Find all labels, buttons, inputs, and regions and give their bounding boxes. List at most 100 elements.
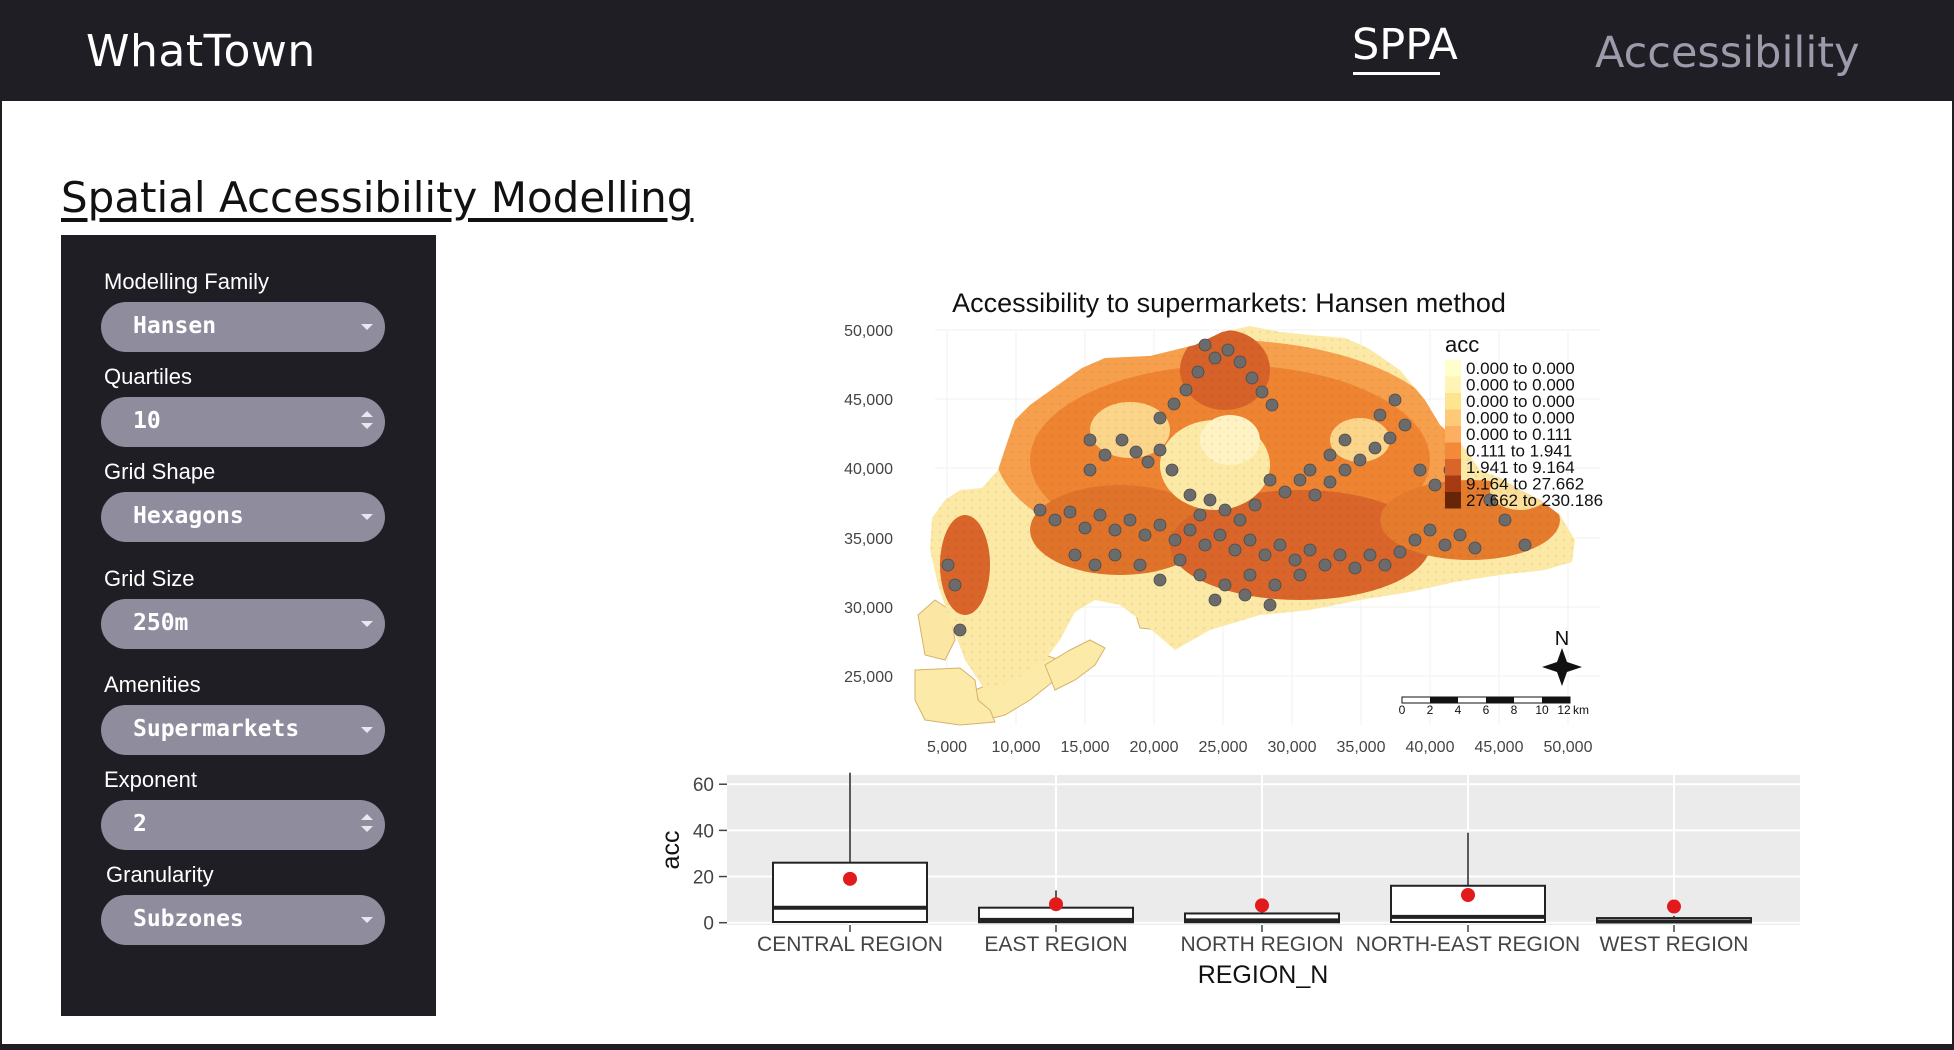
controls-sidebar: Modelling Family Hansen Quartiles 10 Gri… bbox=[61, 235, 436, 1016]
legend-label: 0.000 to 0.000 bbox=[1466, 359, 1575, 378]
grid-shape-select[interactable]: Hexagons bbox=[101, 492, 385, 542]
legend-label: 0.000 to 0.000 bbox=[1466, 392, 1575, 411]
chevron-down-icon bbox=[361, 514, 373, 520]
nav-tab-sppa[interactable]: SPPA bbox=[1352, 20, 1458, 70]
boxplot-xtick: NORTH-EAST REGION bbox=[1356, 933, 1580, 956]
legend-label: 9.164 to 27.662 bbox=[1466, 475, 1584, 494]
map-ytick: 40,000 bbox=[844, 461, 893, 478]
chevron-down-icon bbox=[361, 727, 373, 733]
legend-label: 0.111 to 1.941 bbox=[1466, 442, 1572, 461]
bottom-bar bbox=[0, 1044, 1954, 1050]
boxplot-mean-point bbox=[843, 871, 857, 886]
scale-label: 0 bbox=[1399, 703, 1406, 717]
map-xtick: 20,000 bbox=[1130, 739, 1179, 756]
boxplot-ytick: 0 bbox=[703, 914, 714, 935]
exponent-value: 2 bbox=[133, 811, 147, 837]
chevron-down-icon bbox=[361, 324, 373, 330]
page-title: Spatial Accessibility Modelling bbox=[61, 173, 694, 222]
granularity-select[interactable]: Subzones bbox=[101, 895, 385, 945]
boxplot-mean-point bbox=[1255, 898, 1269, 913]
legend-swatch bbox=[1445, 426, 1461, 443]
boxplot-xtick: CENTRAL REGION bbox=[757, 933, 943, 956]
grid-size-label: Grid Size bbox=[104, 566, 195, 591]
boxplot-ytick: 20 bbox=[693, 868, 714, 889]
quartiles-label: Quartiles bbox=[104, 364, 193, 389]
boxplot-ylabel: acc bbox=[657, 831, 685, 870]
boxplot-mean-point bbox=[1667, 899, 1681, 914]
quartiles-stepper[interactable]: 10 bbox=[101, 397, 385, 447]
legend-swatch bbox=[1445, 459, 1461, 476]
map-y-ticks: 50,000 45,000 40,000 35,000 30,000 25,00… bbox=[844, 323, 893, 686]
map-xtick: 30,000 bbox=[1268, 739, 1317, 756]
modelling-family-label: Modelling Family bbox=[104, 269, 270, 294]
legend-swatch bbox=[1445, 360, 1461, 377]
grid-size-value: 250m bbox=[133, 610, 189, 636]
map-xtick: 50,000 bbox=[1544, 739, 1593, 756]
legend-title: acc bbox=[1445, 332, 1479, 357]
boxplot-ytick: 40 bbox=[693, 821, 714, 842]
map-xtick: 35,000 bbox=[1337, 739, 1386, 756]
grid-shape-value: Hexagons bbox=[133, 503, 244, 529]
map-ytick: 35,000 bbox=[844, 531, 893, 548]
stepper-arrows-icon[interactable] bbox=[361, 411, 373, 433]
brand-logo-text[interactable]: WhatTown bbox=[86, 26, 316, 77]
north-label: N bbox=[1555, 628, 1569, 650]
boxplot-mean-point bbox=[1461, 888, 1475, 902]
map-ytick: 50,000 bbox=[844, 323, 893, 340]
amenities-value: Supermarkets bbox=[133, 716, 300, 742]
boxplot-boxes bbox=[772, 772, 1752, 924]
legend-label: 0.000 to 0.000 bbox=[1466, 376, 1575, 395]
boxplot-xlabel: REGION_N bbox=[1198, 961, 1329, 989]
boxplot-mean-point bbox=[1049, 897, 1063, 912]
boxplot-x-ticks: CENTRAL REGION EAST REGION NORTH REGION NOR… bbox=[757, 925, 1748, 956]
map-title: Accessibility to supermarkets: Hansen me… bbox=[952, 288, 1506, 318]
map-xtick: 40,000 bbox=[1406, 739, 1455, 756]
map-xtick: 25,000 bbox=[1199, 739, 1248, 756]
grid-size-select[interactable]: 250m bbox=[101, 599, 385, 649]
north-arrow-icon: N bbox=[1542, 628, 1582, 686]
amenities-label: Amenities bbox=[104, 672, 201, 697]
nav-tab-accessibility[interactable]: Accessibility bbox=[1595, 28, 1860, 78]
exponent-label: Exponent bbox=[104, 767, 197, 792]
boxplot-box bbox=[772, 861, 928, 924]
legend-label: 27.662 to 230.186 bbox=[1466, 491, 1603, 510]
boxplot-chart: 0 20 40 60 CENTRAL REGION EAST REGION NORTH R… bbox=[657, 772, 1800, 989]
modelling-family-value: Hansen bbox=[133, 313, 217, 339]
legend-swatch bbox=[1445, 475, 1461, 492]
scale-label: 12 bbox=[1557, 703, 1571, 717]
modelling-family-select[interactable]: Hansen bbox=[101, 302, 385, 352]
scale-label: 8 bbox=[1511, 703, 1518, 717]
grid-shape-label: Grid Shape bbox=[104, 459, 216, 484]
map-ytick: 30,000 bbox=[844, 600, 893, 617]
map-xtick: 10,000 bbox=[992, 739, 1041, 756]
scale-bar: 0 2 4 6 8 10 12 km bbox=[1399, 696, 1589, 717]
scale-unit: km bbox=[1573, 703, 1589, 717]
legend-swatch bbox=[1445, 409, 1461, 426]
exponent-stepper[interactable]: 2 bbox=[101, 800, 385, 850]
boxplot-xtick: EAST REGION bbox=[984, 933, 1127, 956]
scale-label: 6 bbox=[1483, 703, 1490, 717]
southern-islands bbox=[914, 599, 1176, 726]
boxplot-xtick: WEST REGION bbox=[1600, 933, 1749, 956]
map-x-ticks: 5,000 10,000 15,000 20,000 25,000 30,000… bbox=[927, 739, 1593, 756]
scale-label: 4 bbox=[1455, 703, 1462, 717]
boxplot-xtick: NORTH REGION bbox=[1181, 933, 1344, 956]
legend-swatch bbox=[1445, 492, 1461, 509]
legend-label: 1.941 to 9.164 bbox=[1466, 458, 1575, 477]
map-ytick: 25,000 bbox=[844, 669, 893, 686]
legend-swatch bbox=[1445, 393, 1461, 410]
map-ytick: 45,000 bbox=[844, 392, 893, 409]
granularity-label: Granularity bbox=[106, 862, 214, 887]
granularity-value: Subzones bbox=[133, 906, 244, 932]
active-tab-underline bbox=[1353, 72, 1440, 75]
map-xtick: 15,000 bbox=[1061, 739, 1110, 756]
stepper-arrows-icon[interactable] bbox=[361, 814, 373, 836]
quartiles-value: 10 bbox=[133, 408, 161, 434]
supermarket-points bbox=[941, 338, 1532, 637]
chevron-down-icon bbox=[361, 917, 373, 923]
chevron-down-icon bbox=[361, 621, 373, 627]
amenities-select[interactable]: Supermarkets bbox=[101, 705, 385, 755]
boxplot-y-ticks: 0 20 40 60 bbox=[693, 775, 727, 935]
accessibility-map: Accessibility to supermarkets: Hansen me… bbox=[844, 288, 1603, 756]
